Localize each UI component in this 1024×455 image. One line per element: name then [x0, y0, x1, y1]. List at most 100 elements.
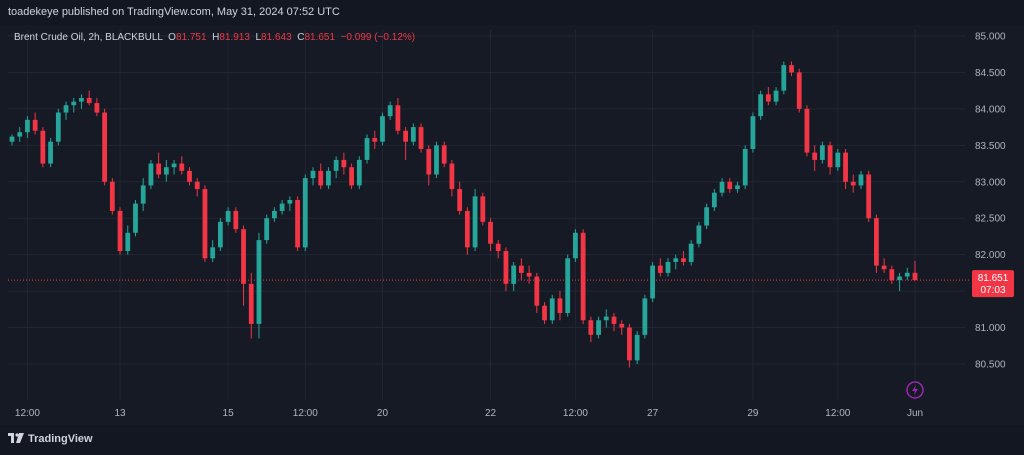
candle-body: [434, 145, 439, 175]
candle-up: [310, 167, 316, 186]
candle-down: [441, 141, 447, 168]
candle-body: [549, 298, 555, 321]
candle-down: [187, 167, 192, 186]
high-value: 81.913: [219, 32, 250, 43]
candle-up: [673, 254, 679, 270]
candle-up: [858, 170, 864, 190]
x-tick-label: 13: [114, 408, 126, 419]
candle-body: [781, 65, 787, 91]
candle-body: [804, 108, 810, 153]
candle-down: [912, 261, 918, 281]
candle-down: [426, 145, 432, 186]
candle-up: [603, 309, 609, 328]
candle-body: [333, 159, 339, 171]
candle-down: [102, 108, 108, 186]
footer-brand-label: TradingView: [28, 433, 93, 445]
candle-down: [372, 130, 378, 149]
candle-body: [866, 174, 872, 219]
close-label: C: [297, 32, 305, 43]
candle-body: [117, 210, 123, 252]
candle-body: [210, 247, 216, 259]
y-tick-label: 82.000: [975, 250, 1006, 261]
candle-body: [742, 148, 748, 186]
candle-body: [850, 181, 856, 186]
candle-down: [534, 272, 540, 313]
candle-up: [148, 159, 154, 190]
candle-down: [109, 178, 115, 215]
candle-body: [387, 105, 393, 117]
candle-body: [79, 97, 84, 102]
y-tick-label: 80.500: [975, 360, 1006, 371]
candle-down: [850, 174, 856, 193]
candle-body: [202, 189, 208, 259]
candle-body: [789, 65, 794, 73]
candle-body: [534, 276, 540, 306]
candle-down: [881, 258, 887, 273]
candle-body: [163, 167, 169, 175]
x-tick-label: 12:00: [293, 408, 318, 419]
candle-up: [71, 97, 77, 113]
candle-down: [611, 312, 617, 332]
candle-body: [596, 320, 601, 335]
candle-body: [310, 170, 316, 179]
candle-body: [650, 265, 655, 299]
bar-countdown: 07:03: [980, 285, 1005, 296]
candle-down: [542, 302, 547, 324]
candlestick-chart[interactable]: 85.000 84.500 84.000 83.500 83.000 82.500 82.0…: [0, 0, 1024, 425]
candle-up: [781, 61, 787, 95]
candle-down: [248, 272, 254, 339]
candle-body: [109, 181, 115, 211]
candle-down: [843, 148, 848, 190]
footer-brand[interactable]: TradingView: [8, 433, 93, 445]
candle-body: [665, 261, 671, 273]
candle-body: [86, 97, 92, 104]
candle-body: [48, 141, 53, 164]
candle-body: [603, 316, 609, 321]
candle-down: [889, 265, 895, 284]
candle-up: [773, 87, 779, 106]
candle-body: [904, 272, 910, 277]
candle-up: [163, 159, 169, 182]
candle-up: [333, 156, 339, 179]
candle-body: [248, 283, 254, 324]
candle-body: [133, 203, 138, 233]
candle-up: [55, 108, 61, 146]
symbol-legend: Brent Crude Oil, 2h, BLACKBULL O81.751 H…: [14, 32, 415, 43]
candle-up: [434, 141, 439, 179]
candle-up: [642, 294, 648, 339]
candle-body: [403, 130, 409, 142]
open-label: O: [168, 32, 176, 43]
candle-up: [264, 214, 270, 244]
candle-body: [179, 163, 185, 171]
flash-icon[interactable]: [906, 381, 924, 399]
candle-down: [488, 218, 493, 252]
candle-body: [241, 229, 246, 284]
candle-up: [9, 134, 15, 146]
candle-body: [688, 243, 694, 262]
candles: [9, 61, 918, 368]
candle-up: [387, 101, 393, 120]
candle-body: [843, 152, 848, 182]
x-tick-label: 22: [485, 408, 497, 419]
y-tick-label: 83.000: [975, 177, 1006, 188]
candle-body: [735, 185, 740, 190]
candle-down: [179, 156, 185, 175]
candle-down: [619, 320, 625, 335]
candle-down: [580, 229, 586, 324]
candle-body: [750, 116, 756, 149]
candle-up: [735, 181, 740, 193]
y-tick-label: 85.000: [975, 32, 1006, 43]
candle-body: [912, 272, 918, 281]
candle-body: [711, 192, 717, 208]
candle-body: [156, 163, 162, 175]
candle-body: [264, 218, 270, 241]
candle-up: [835, 148, 841, 171]
candle-up: [596, 316, 601, 339]
chart-pane[interactable]: [0, 25, 1024, 425]
candle-down: [827, 141, 833, 175]
candle-body: [426, 148, 432, 175]
candle-up: [711, 189, 717, 211]
candle-down: [194, 178, 200, 197]
candle-body: [194, 181, 200, 190]
candle-down: [86, 90, 92, 106]
